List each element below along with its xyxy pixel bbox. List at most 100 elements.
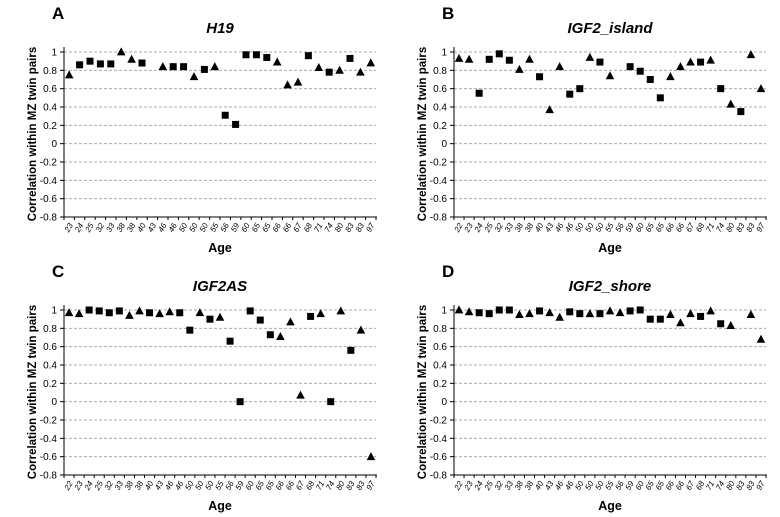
y-tick-label: -0.6 [430,452,448,463]
data-point-square [85,306,93,314]
x-tick-label: 97 [754,221,767,234]
y-tick-label: 0.6 [43,342,57,353]
y-tick-label: 1 [51,306,57,317]
chart-title: IGF2_island [567,20,653,37]
y-tick-label: 1 [51,48,57,59]
data-point-square [576,310,584,318]
scatter-plot-h19: 10.80.60.40.20-0.2-0.4-0.6-0.82324253233… [40,47,377,235]
x-tick-label: 97 [364,479,377,492]
data-point-triangle [464,307,474,316]
data-point-square [596,310,604,318]
data-point-triangle [756,334,766,343]
data-point-triangle [706,55,715,64]
data-point-triangle [726,99,736,108]
y-tick-label: 0.6 [433,84,447,95]
data-point-triangle [64,70,74,79]
y-tick-label: -0.8 [40,213,58,224]
data-point-triangle [666,309,675,318]
data-point-square [246,307,254,315]
data-point-square [107,60,115,68]
y-tick-label: 0.4 [43,103,57,114]
y-tick-label: 0 [441,397,447,408]
data-point-square [146,309,154,317]
data-point-square [206,315,214,323]
data-point-square [307,312,315,320]
data-point-triangle [210,62,220,71]
y-tick-label: -0.2 [40,416,58,427]
panel-a: 1 0.8 0.6 0.4 0.2 0 -0.2 -0.4 -0.6 -0.8 23 24 25 32 33… [0,0,390,258]
data-point-triangle [336,306,346,315]
data-point-triangle [276,331,285,340]
data-point-triangle [272,57,282,66]
data-point-square [566,90,574,98]
data-point-square [232,120,240,128]
data-point-triangle [746,50,756,59]
panel-c: 1 0.8 0.6 0.4 0.2 0 -0.2 -0.4 -0.6 -0.8 22 23 24 25 32… [0,258,390,516]
y-tick-label: 0.8 [43,66,57,77]
scatter-plot-igf2-island: 10.80.60.40.20-0.2-0.4-0.6-0.82223242532… [430,47,767,235]
data-point-triangle [293,77,303,86]
data-point-square [697,58,705,66]
chart-title: IGF2_shore [568,278,652,295]
data-point-square [226,337,234,345]
data-point-square [242,51,250,59]
y-tick-label: 0.8 [433,66,447,77]
data-point-triangle [158,62,168,71]
data-point-square [475,89,483,97]
panel-label: B [442,4,455,23]
data-point-square [347,346,355,354]
data-point-square [646,76,654,83]
y-tick-label: 0.2 [43,379,57,390]
data-point-square [717,85,725,93]
y-tick-label: -0.4 [40,434,58,445]
chart-title: H19 [206,20,234,37]
panel-label: C [52,262,65,281]
y-tick-label: 0.6 [433,342,447,353]
data-point-square [495,50,503,58]
data-point-square [176,309,184,317]
data-point-triangle [356,325,366,334]
data-point-square [346,54,354,62]
data-point-triangle [746,309,756,318]
chart-title: IGF2AS [192,278,248,295]
x-tick-label: 71 [314,480,326,492]
data-point-triangle [283,80,292,89]
data-point-square [236,398,244,406]
data-point-square [325,68,333,76]
y-tick-label: 0.4 [433,103,447,114]
data-point-square [180,63,188,71]
x-tick-label: 97 [754,479,767,492]
scatter-plot-igf2-shore: 10.80.60.40.20-0.2-0.4-0.6-0.82223242532… [430,305,767,493]
data-point-triangle [316,309,325,318]
data-point-square [221,111,229,119]
data-point-triangle [676,318,685,327]
data-point-triangle [525,54,534,63]
data-point-triangle [366,58,376,67]
data-point-triangle [454,305,464,314]
y-tick-label: 1 [441,48,447,59]
data-point-square [485,55,493,63]
y-tick-label: 0.2 [43,121,57,132]
data-point-triangle [666,72,675,81]
data-point-square [327,398,335,406]
y-tick-label: 0.2 [433,121,447,132]
data-point-triangle [555,312,564,321]
y-tick-label: -0.2 [40,158,58,169]
data-point-triangle [605,71,615,80]
data-point-triangle [676,62,685,71]
x-axis-label: Age [598,499,622,513]
y-tick-label: 0 [51,139,57,150]
x-tick-label: 71 [704,480,716,492]
y-tick-label: 0.4 [433,361,447,372]
data-point-triangle [74,309,84,318]
data-point-square [200,65,208,73]
y-axis-label: Correlation within MZ twin pairs [27,46,39,222]
data-point-square [636,67,644,75]
y-tick-label: -0.4 [430,434,448,445]
y-axis-label: Correlation within MZ twin pairs [417,46,429,222]
x-axis-label: Age [208,241,232,255]
data-point-triangle [189,72,199,81]
data-point-square [95,307,103,315]
data-point-triangle [726,320,736,329]
data-point-triangle [555,62,564,71]
